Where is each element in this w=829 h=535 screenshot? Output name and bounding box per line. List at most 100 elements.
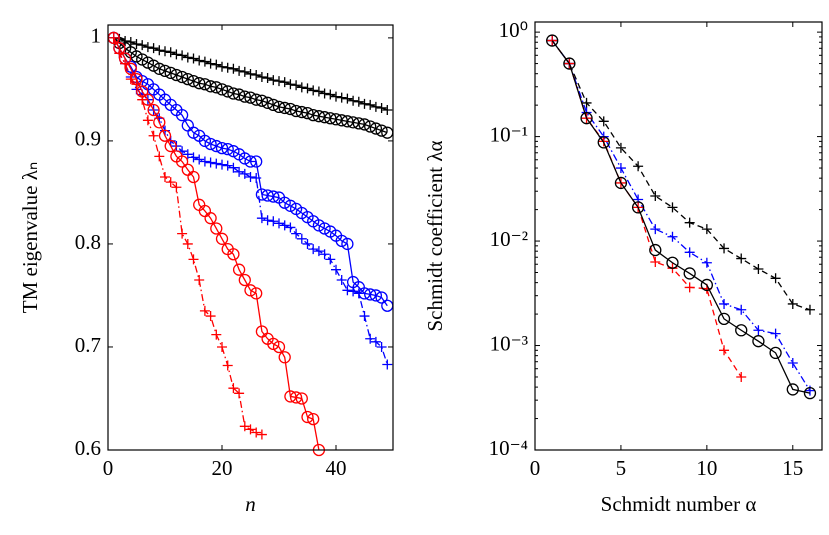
marker bbox=[177, 228, 188, 239]
marker bbox=[284, 102, 297, 116]
marker bbox=[204, 212, 217, 225]
series-line bbox=[551, 40, 742, 378]
marker bbox=[649, 243, 662, 257]
marker bbox=[238, 90, 251, 103]
marker bbox=[239, 168, 250, 179]
marker bbox=[302, 238, 313, 249]
marker bbox=[341, 237, 354, 251]
marker bbox=[382, 359, 393, 370]
marker bbox=[324, 112, 337, 125]
marker bbox=[158, 64, 172, 77]
marker bbox=[158, 129, 172, 142]
marker bbox=[786, 383, 799, 396]
marker bbox=[141, 56, 155, 69]
marker bbox=[170, 68, 183, 82]
marker bbox=[256, 213, 267, 224]
marker bbox=[245, 171, 256, 182]
marker bbox=[666, 256, 679, 269]
series-line bbox=[113, 37, 320, 451]
marker bbox=[753, 264, 764, 275]
y-tick-label: 10⁻⁴ bbox=[489, 436, 528, 460]
marker bbox=[285, 222, 296, 233]
x-tick-label: 0 bbox=[530, 456, 541, 480]
marker bbox=[667, 202, 678, 213]
marker bbox=[171, 182, 182, 193]
marker bbox=[125, 74, 136, 85]
marker bbox=[701, 224, 712, 235]
marker bbox=[215, 232, 229, 245]
marker bbox=[222, 360, 233, 371]
y-tick-label: 0.7 bbox=[75, 333, 101, 357]
marker bbox=[631, 201, 645, 214]
marker bbox=[346, 116, 360, 129]
marker bbox=[700, 278, 714, 292]
marker bbox=[175, 155, 189, 168]
y-tick-label: 1 bbox=[91, 24, 102, 48]
marker bbox=[359, 311, 370, 322]
marker bbox=[307, 412, 320, 426]
marker bbox=[289, 391, 303, 404]
marker bbox=[329, 113, 343, 126]
marker bbox=[331, 91, 341, 102]
marker bbox=[597, 136, 610, 149]
marker bbox=[352, 117, 365, 130]
marker bbox=[160, 171, 170, 182]
marker bbox=[308, 244, 319, 255]
marker bbox=[341, 115, 354, 128]
marker bbox=[234, 166, 245, 177]
marker bbox=[228, 383, 239, 394]
marker bbox=[137, 94, 148, 105]
marker bbox=[278, 196, 291, 209]
marker bbox=[769, 346, 782, 360]
marker bbox=[335, 234, 348, 247]
x-axis-label: n bbox=[245, 492, 256, 516]
marker bbox=[369, 289, 383, 302]
marker bbox=[188, 152, 199, 163]
y-axis-label: TM eigenvalue λₙ bbox=[18, 162, 42, 314]
marker bbox=[667, 231, 678, 242]
marker bbox=[131, 39, 142, 50]
marker bbox=[165, 177, 176, 188]
marker bbox=[803, 387, 817, 400]
marker bbox=[228, 162, 239, 173]
marker bbox=[147, 59, 160, 72]
marker bbox=[358, 118, 371, 131]
marker bbox=[239, 421, 250, 432]
marker bbox=[177, 50, 188, 61]
marker bbox=[234, 65, 245, 76]
marker bbox=[251, 427, 262, 438]
marker bbox=[261, 189, 274, 202]
marker bbox=[336, 275, 347, 285]
series bbox=[547, 35, 815, 315]
marker bbox=[256, 72, 267, 83]
marker bbox=[262, 73, 273, 84]
marker bbox=[268, 216, 279, 227]
marker bbox=[770, 328, 781, 339]
marker bbox=[752, 335, 765, 348]
marker bbox=[278, 351, 291, 364]
marker bbox=[256, 429, 267, 440]
marker bbox=[130, 50, 143, 63]
marker bbox=[182, 238, 193, 249]
marker bbox=[261, 96, 274, 109]
marker bbox=[199, 305, 210, 316]
marker bbox=[198, 78, 212, 91]
marker bbox=[250, 93, 263, 106]
x-tick-label: 40 bbox=[326, 456, 347, 480]
marker bbox=[228, 63, 239, 74]
marker bbox=[736, 304, 747, 315]
x-tick-label: 20 bbox=[212, 456, 233, 480]
marker bbox=[238, 152, 251, 165]
marker bbox=[153, 116, 166, 129]
y-axis-label: Schmidt coefficient λα bbox=[423, 140, 447, 331]
series bbox=[546, 34, 817, 400]
marker bbox=[232, 88, 246, 101]
marker bbox=[274, 218, 284, 229]
marker bbox=[296, 82, 307, 93]
marker bbox=[217, 341, 227, 352]
marker bbox=[719, 243, 730, 254]
marker bbox=[284, 199, 297, 212]
marker bbox=[370, 336, 381, 347]
